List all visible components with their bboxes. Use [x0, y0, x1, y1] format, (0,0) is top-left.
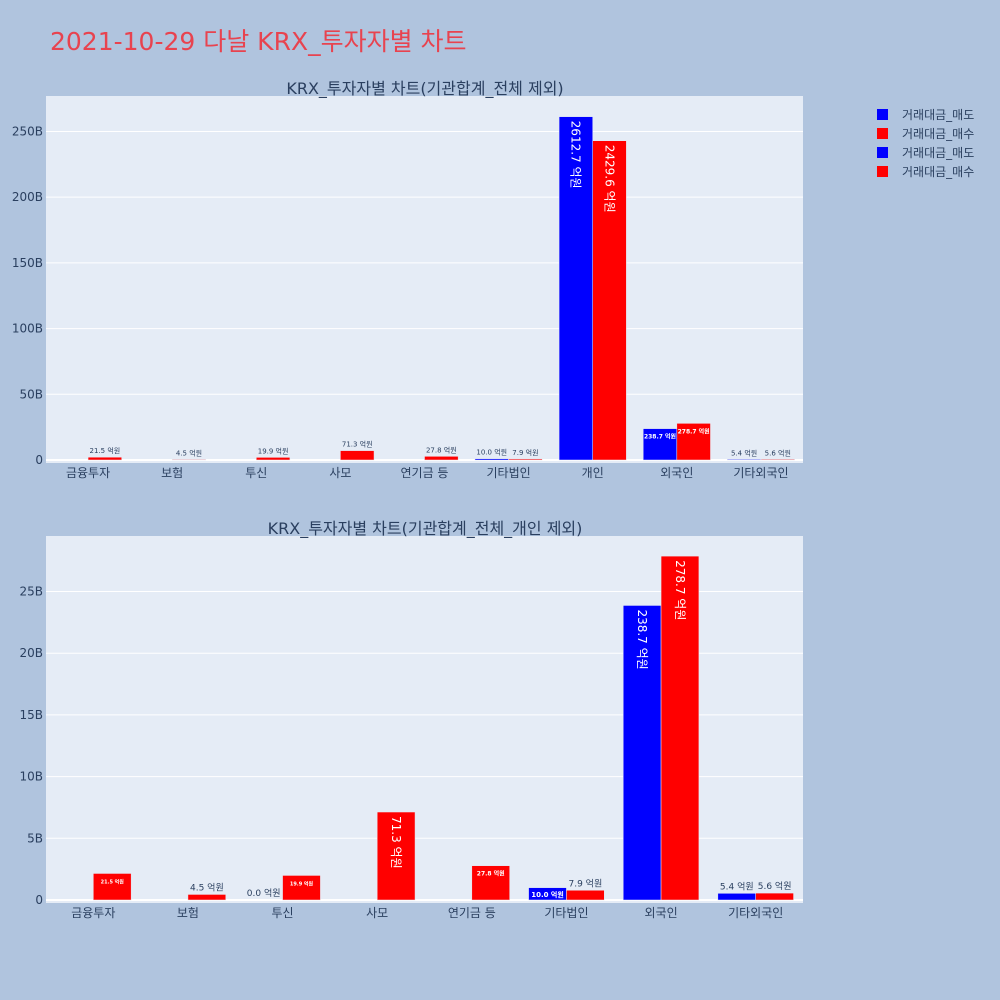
legend-swatch[interactable]: [877, 128, 888, 139]
legend-swatch[interactable]: [877, 109, 888, 120]
data-label: 21.5 억원: [90, 446, 121, 455]
data-label: 278.7 억원: [678, 427, 710, 435]
legend-label[interactable]: 거래대금_매수: [902, 127, 974, 141]
x-tick-label: 사모: [366, 906, 388, 920]
y-tick-label: 5B: [27, 831, 43, 845]
data-label: 71.3 억원: [389, 816, 403, 869]
bar-buy[interactable]: [471, 865, 510, 901]
data-label: 7.9 억원: [568, 877, 602, 889]
page-title: 2021-10-29 다날 KRX_투자자별 차트: [50, 27, 467, 56]
data-label: 4.5 억원: [176, 448, 202, 457]
data-label: 0.0 억원: [247, 887, 281, 899]
x-tick-label: 연기금 등: [448, 906, 496, 920]
data-label: 238.7 억원: [635, 609, 649, 669]
bar-buy[interactable]: [187, 894, 227, 901]
bar-buy[interactable]: [93, 873, 132, 901]
data-label: 27.8 억원: [477, 870, 505, 878]
bar-sell[interactable]: [642, 428, 678, 461]
data-label: 4.5 억원: [190, 881, 224, 893]
data-label: 71.3 억원: [342, 440, 373, 449]
data-label: 2429.6 억원: [602, 145, 616, 213]
data-label: 10.0 억원: [531, 890, 564, 899]
x-tick-label: 기타법인: [544, 906, 588, 920]
x-tick-label: 기타외국인: [733, 466, 788, 480]
bar-buy[interactable]: [755, 892, 794, 901]
bar-buy[interactable]: [424, 456, 459, 461]
data-label: 19.9 억원: [258, 446, 289, 455]
bar-buy[interactable]: [87, 456, 122, 461]
data-label: 21.5 억원: [101, 878, 125, 885]
x-tick-label: 개인: [582, 466, 604, 480]
y-tick-label: 0: [35, 453, 43, 467]
y-tick-label: 50B: [19, 387, 43, 401]
data-label: 5.6 억원: [758, 880, 792, 892]
data-label: 238.7 억원: [644, 433, 676, 441]
bar-buy[interactable]: [760, 459, 795, 461]
bar-buy[interactable]: [282, 875, 321, 901]
y-tick-label: 0: [35, 893, 43, 907]
legend-label[interactable]: 거래대금_매도: [902, 108, 974, 122]
data-label: 7.9 억원: [512, 448, 538, 457]
data-label: 19.9 억원: [290, 880, 314, 887]
y-tick-label: 20B: [19, 646, 43, 660]
bar-buy[interactable]: [340, 450, 375, 461]
bar-sell[interactable]: [474, 458, 509, 461]
legend-swatch[interactable]: [877, 166, 888, 177]
bar-sell[interactable]: [622, 605, 662, 901]
y-tick-label: 150B: [12, 256, 43, 270]
chart-1: 0 50B 100B 150B 200B 250B KRX_투자자별 차트(기관합계_전체 …: [12, 79, 803, 480]
bar-sell[interactable]: [717, 893, 756, 901]
x-tick-label: 기타법인: [487, 466, 531, 480]
x-tick-label: 연기금 등: [401, 466, 449, 480]
y-tick-label: 100B: [12, 322, 43, 336]
x-tick-label: 기타외국인: [728, 906, 783, 920]
x-tick-label: 외국인: [645, 906, 678, 920]
x-tick-label: 사모: [329, 466, 351, 480]
chart-2: 0 5B 10B 15B 20B 25B KRX_투자자별 차트(기관합계_전체_개인 제외…: [19, 519, 803, 920]
data-label: 5.4 억원: [720, 880, 754, 892]
bar-buy[interactable]: [376, 811, 416, 901]
data-label: 27.8 억원: [426, 445, 457, 454]
y-tick-label: 200B: [12, 190, 43, 204]
plot-area: [46, 96, 803, 463]
data-label: 10.0 억원: [476, 448, 507, 457]
bar-buy[interactable]: [171, 459, 207, 461]
chart-title: KRX_투자자별 차트(기관합계_전체_개인 제외): [268, 519, 583, 539]
legend-swatch[interactable]: [877, 147, 888, 158]
bar-buy[interactable]: [592, 140, 627, 461]
legend-label[interactable]: 거래대금_매도: [902, 146, 974, 160]
x-tick-label: 투신: [245, 466, 267, 480]
chart-title: KRX_투자자별 차트(기관합계_전체 제외): [286, 79, 563, 99]
x-tick-label: 보험: [161, 466, 183, 480]
x-tick-label: 금융투자: [66, 466, 110, 480]
bar-buy[interactable]: [508, 458, 543, 461]
x-tick-label: 금융투자: [71, 906, 115, 920]
y-tick-label: 15B: [19, 708, 43, 722]
x-tick-label: 투신: [272, 906, 294, 920]
bar-buy[interactable]: [660, 555, 700, 901]
data-label: 2612.7 억원: [569, 121, 583, 189]
x-tick-label: 보험: [177, 906, 199, 920]
x-tick-label: 외국인: [660, 466, 693, 480]
y-tick-label: 25B: [19, 585, 43, 599]
data-label: 5.4 억원: [731, 448, 757, 457]
bar-buy[interactable]: [566, 890, 605, 901]
data-label: 5.6 억원: [765, 448, 791, 457]
y-tick-label: 10B: [19, 770, 43, 784]
legend-label[interactable]: 거래대금_매수: [902, 165, 974, 179]
data-label: 278.7 억원: [673, 560, 687, 620]
y-tick-label: 250B: [12, 124, 43, 138]
bar-buy[interactable]: [256, 457, 291, 461]
bar-buy[interactable]: [676, 423, 711, 461]
bar-sell[interactable]: [727, 459, 762, 461]
